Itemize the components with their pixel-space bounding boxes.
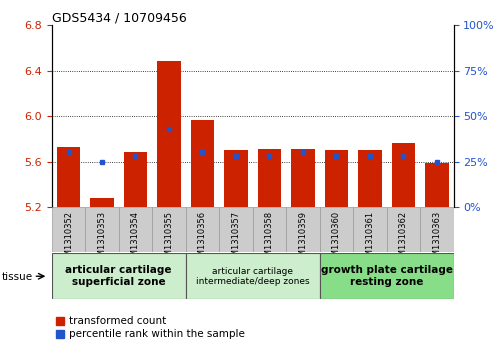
Bar: [252, 207, 286, 252]
Bar: [57, 147, 80, 207]
Bar: [152, 207, 186, 252]
Bar: [52, 253, 186, 299]
Bar: [319, 207, 353, 252]
Bar: [85, 207, 119, 252]
Bar: [157, 61, 180, 207]
Legend: transformed count, percentile rank within the sample: transformed count, percentile rank withi…: [52, 312, 249, 344]
Text: GSM1310361: GSM1310361: [365, 211, 374, 267]
Bar: [52, 207, 85, 252]
Bar: [391, 143, 415, 207]
Text: GSM1310356: GSM1310356: [198, 211, 207, 267]
Bar: [286, 207, 319, 252]
Text: GSM1310355: GSM1310355: [165, 211, 174, 266]
Bar: [387, 207, 420, 252]
Text: GSM1310360: GSM1310360: [332, 211, 341, 267]
Bar: [186, 207, 219, 252]
Bar: [319, 253, 454, 299]
Text: articular cartilage
intermediate/deep zones: articular cartilage intermediate/deep zo…: [196, 266, 310, 286]
Bar: [90, 198, 114, 207]
Bar: [353, 207, 387, 252]
Text: GSM1310363: GSM1310363: [432, 211, 441, 267]
Bar: [325, 150, 348, 207]
Bar: [224, 150, 247, 207]
Bar: [124, 152, 147, 207]
Text: GSM1310358: GSM1310358: [265, 211, 274, 267]
Text: GSM1310362: GSM1310362: [399, 211, 408, 267]
Text: GSM1310354: GSM1310354: [131, 211, 140, 266]
Text: growth plate cartilage
resting zone: growth plate cartilage resting zone: [320, 265, 453, 287]
Bar: [186, 253, 319, 299]
Text: GSM1310353: GSM1310353: [98, 211, 106, 267]
Bar: [358, 150, 382, 207]
Text: tissue: tissue: [2, 272, 33, 282]
Text: GDS5434 / 10709456: GDS5434 / 10709456: [52, 11, 186, 24]
Text: GSM1310359: GSM1310359: [298, 211, 308, 266]
Bar: [420, 207, 454, 252]
Bar: [191, 119, 214, 207]
Text: GSM1310357: GSM1310357: [231, 211, 241, 267]
Bar: [291, 149, 315, 207]
Bar: [258, 149, 281, 207]
Text: GSM1310352: GSM1310352: [64, 211, 73, 266]
Bar: [219, 207, 252, 252]
Bar: [119, 207, 152, 252]
Bar: [425, 163, 449, 207]
Text: articular cartilage
superficial zone: articular cartilage superficial zone: [66, 265, 172, 287]
